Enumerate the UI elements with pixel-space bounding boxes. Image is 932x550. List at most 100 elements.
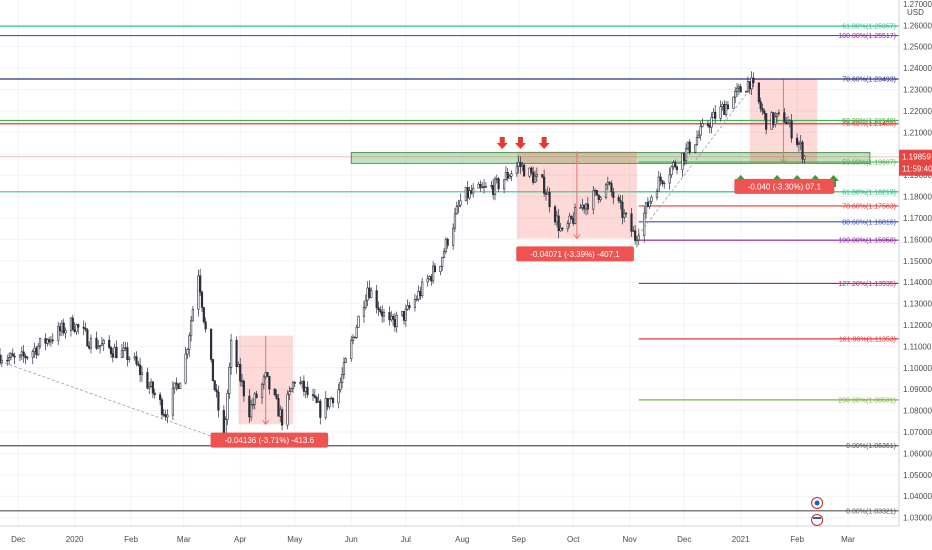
candle-body [280,409,284,426]
candle-body [240,380,244,383]
candle-body [60,322,63,332]
candle-body [763,110,766,114]
candle-body [188,335,191,350]
candle-body [581,204,584,208]
candle-body [774,116,777,125]
candle-body [35,347,38,355]
candle-body [497,178,500,190]
candle-body [370,290,373,298]
candle-body [77,324,80,328]
support-zone [350,152,871,164]
candle-body [426,278,429,283]
candle-body [408,305,411,308]
candle-body [20,351,23,356]
candle-body [726,104,730,109]
candle-body [26,356,29,359]
candle-body [260,383,264,398]
candle-body [624,212,628,215]
candle-body [694,144,697,153]
candle-body [111,353,114,358]
y-tick-label: 1.14000 [903,278,932,287]
candle-body [457,204,460,207]
candle-body [382,312,386,317]
candle-body [177,383,180,390]
candle-body [230,339,233,368]
candle-body [482,186,486,188]
candle-body [331,397,335,404]
candle-body [319,400,322,418]
candle-body [519,162,522,167]
x-tick-label: Sep [512,535,527,544]
price-axis[interactable]: 1.27000 USD 1.03000 1.04000 1.05000 1.06000… [898,0,932,550]
candle-body [184,353,187,384]
candle-body [528,167,531,177]
candle-body [772,112,775,125]
candle-body [300,380,304,384]
candle-body [9,353,13,358]
candle-body [248,395,251,418]
candle-body [140,372,144,376]
candle-body [379,309,382,313]
candle-body [553,206,557,223]
candle-body [650,196,653,202]
y-tick-label: 1.26000 [903,21,932,30]
candle-body [328,398,331,408]
candle-body [115,346,118,358]
candle-body [286,394,289,426]
candle-body [330,397,333,400]
candle-body [95,337,98,349]
candle-body [421,281,424,296]
x-tick-label: Feb [790,535,804,544]
flag-icon-bottom-stripe [813,517,822,519]
candle-body [719,106,722,119]
candle-body [748,81,751,90]
candle-body [366,287,369,301]
flag-icon-top-center [814,500,820,506]
candle-body [674,162,677,168]
candle-body [97,346,100,349]
candle-body [253,393,256,405]
candle-body [510,173,513,177]
candle-body [777,112,780,114]
candle-body [492,185,495,195]
candle-body [175,382,178,385]
candle-body [442,251,446,258]
candle-body [428,276,431,280]
axis-unit: USD [907,8,924,17]
candle-body [557,215,560,232]
candle-body [353,336,356,339]
candle-body [732,96,735,109]
candle-body [644,202,648,214]
candle-body [533,175,537,183]
last-price-value: 1.19859 [902,153,931,162]
candle-body [453,213,457,229]
candle-body [264,372,267,378]
candle-body [124,347,127,349]
candle-body [568,215,571,224]
candle-body [57,326,60,341]
y-tick-label: 1.23000 [903,85,932,94]
candle-body [745,91,748,93]
candle-body [7,357,11,361]
chart-annotations: -0.04136 (-3.71%) -413.6 -0.04071 (-3.39%… [210,137,839,448]
candle-body [135,356,138,365]
candle-body [761,108,764,112]
candle-body [637,235,640,241]
candle-body [44,337,47,344]
candle-body [299,382,302,384]
candle-body [472,187,475,194]
candle-body [215,389,218,393]
candle-body [24,355,27,359]
candle-body [786,122,790,125]
candle-body [71,317,74,330]
candle-body [137,363,140,366]
candle-body [357,316,360,328]
candle-body [750,77,753,90]
candle-body [617,197,620,202]
candle-body [468,190,471,199]
time-axis[interactable]: Dec 2020 Feb Mar Apr May Jun Jul Aug Sep Oct Nov Dec… [0,525,932,550]
measure-label-bg [516,246,634,262]
fib-label: 100.00%(1.15958) [838,238,896,245]
x-tick-label: Aug [455,535,469,544]
